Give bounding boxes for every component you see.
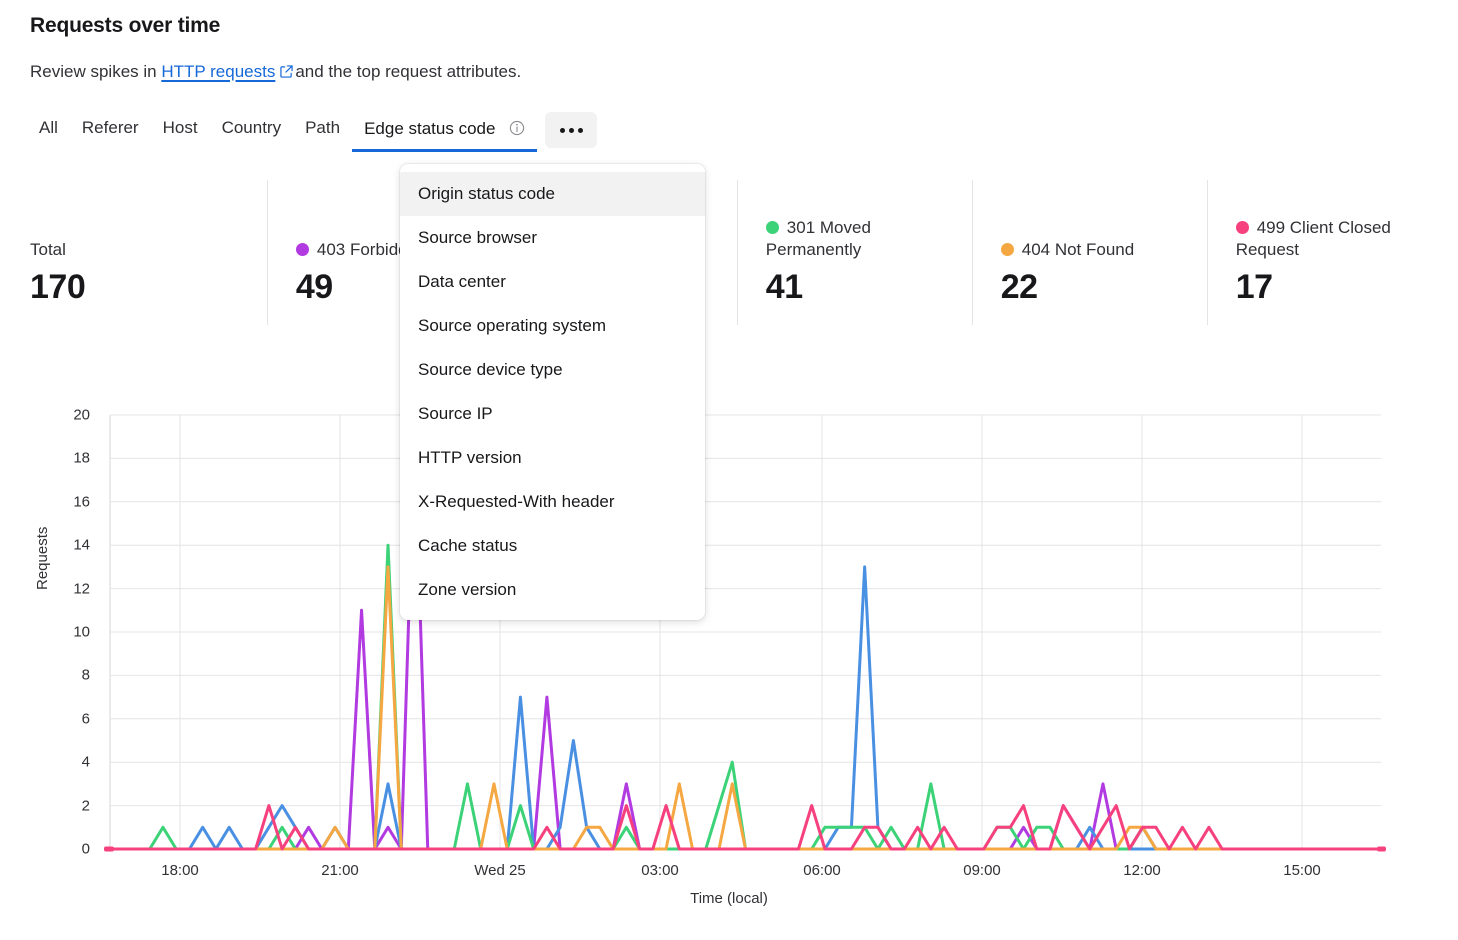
stat-label: Total bbox=[30, 240, 66, 260]
menu-item-source-device-type[interactable]: Source device type bbox=[418, 360, 563, 379]
menu-item-http-version[interactable]: HTTP version bbox=[418, 448, 522, 467]
ellipsis-icon bbox=[568, 127, 574, 133]
y-tick-label: 12 bbox=[73, 580, 90, 598]
stat-404-not-found: 404 Not Found 22 bbox=[971, 180, 1207, 325]
menu-item-source-operating-system[interactable]: Source operating system bbox=[418, 316, 607, 335]
stat-499-client-closed-request: 499 Client Closed Request 17 bbox=[1206, 180, 1430, 325]
menu-item-source-browser[interactable]: Source browser bbox=[418, 228, 538, 247]
tab-referer[interactable]: Referer bbox=[70, 118, 151, 151]
ellipsis-icon bbox=[577, 127, 583, 133]
x-tick-label: 12:00 bbox=[1123, 862, 1161, 879]
stat-label: 301 Moved Permanently bbox=[765, 217, 956, 262]
x-tick-label: 18:00 bbox=[161, 862, 199, 879]
tab-country[interactable]: Country bbox=[210, 118, 294, 151]
y-axis-ticks: 0 2 4 6 8 10 12 14 16 18 20 bbox=[52, 0, 90, 940]
y-tick-label: 8 bbox=[81, 666, 90, 684]
stat-value: 49 bbox=[295, 268, 333, 306]
tab-all[interactable]: All bbox=[27, 118, 70, 151]
menu-item-source-ip[interactable]: Source IP bbox=[418, 404, 493, 423]
stat-label-text: 404 Not Found bbox=[1021, 240, 1135, 260]
tab-path[interactable]: Path bbox=[293, 118, 352, 151]
y-tick-label: 20 bbox=[73, 406, 90, 424]
ellipsis-icon bbox=[559, 127, 565, 133]
y-tick-label: 18 bbox=[73, 449, 90, 467]
attribute-dropdown-menu: Origin status code Source browser Data c… bbox=[400, 164, 705, 620]
y-tick-label: 2 bbox=[81, 797, 90, 815]
stat-301-moved-permanently: 301 Moved Permanently 41 bbox=[736, 180, 972, 325]
y-tick-label: 16 bbox=[73, 493, 90, 511]
series-color-dot bbox=[1000, 243, 1014, 257]
info-circle-icon[interactable] bbox=[509, 120, 525, 136]
x-tick-label: 21:00 bbox=[321, 862, 359, 879]
series-color-dot bbox=[765, 220, 779, 234]
tab-label: Host bbox=[162, 118, 198, 137]
y-tick-label: 10 bbox=[73, 623, 90, 641]
x-tick-label: 06:00 bbox=[803, 862, 841, 879]
stat-label: 404 Not Found bbox=[1000, 239, 1191, 262]
stat-value: 41 bbox=[765, 268, 803, 306]
tab-host[interactable]: Host bbox=[151, 118, 210, 151]
menu-item-cache-status[interactable]: Cache status bbox=[418, 536, 518, 555]
external-link-icon bbox=[280, 65, 294, 78]
attribute-tabs: All Referer Host Country Path Edge statu… bbox=[27, 112, 598, 154]
tab-label: Edge status code bbox=[364, 119, 496, 138]
x-axis-label: Time (local) bbox=[690, 890, 768, 907]
stat-total: Total 170 bbox=[30, 180, 267, 325]
series-color-dot bbox=[1235, 220, 1249, 234]
x-tick-label: Wed 25 bbox=[474, 862, 526, 879]
stat-403-forbidden: 403 Forbidden 49 bbox=[266, 180, 502, 325]
tab-label: Country bbox=[221, 118, 282, 137]
menu-item-zone-version[interactable]: Zone version bbox=[418, 580, 517, 599]
tab-label: Path bbox=[305, 118, 341, 137]
page-title: Requests over time bbox=[30, 14, 221, 37]
menu-item-origin-status-code[interactable]: Origin status code bbox=[400, 172, 705, 216]
x-tick-label: 03:00 bbox=[641, 862, 679, 879]
y-tick-label: 4 bbox=[81, 753, 90, 771]
stat-label-text: 301 Moved Permanently bbox=[765, 217, 871, 260]
y-tick-label: 14 bbox=[73, 536, 90, 554]
stat-label: 403 Forbidden bbox=[295, 239, 486, 262]
subtitle-text-before: Review spikes in bbox=[30, 62, 162, 81]
x-tick-label: 09:00 bbox=[963, 862, 1001, 879]
subtitle-text-after: and the top request attributes. bbox=[295, 62, 522, 81]
stat-label: 499 Client Closed Request bbox=[1235, 217, 1414, 262]
stat-label-text: 499 Client Closed Request bbox=[1235, 217, 1391, 260]
http-requests-link[interactable]: HTTP requests bbox=[161, 62, 276, 81]
stat-value: 170 bbox=[30, 268, 86, 306]
stat-value: 22 bbox=[1000, 268, 1038, 306]
stat-label-text: 403 Forbidden bbox=[316, 240, 427, 260]
menu-item-x-requested-with-header[interactable]: X-Requested-With header bbox=[418, 492, 615, 511]
tab-label: All bbox=[39, 118, 58, 137]
tab-edge-status-code[interactable]: Edge status code bbox=[352, 118, 538, 152]
y-axis-label: Requests bbox=[34, 526, 51, 590]
y-tick-label: 0 bbox=[81, 840, 90, 858]
overflow-menu-button[interactable] bbox=[545, 112, 598, 148]
tab-label: Referer bbox=[81, 118, 139, 137]
y-tick-label: 6 bbox=[81, 710, 90, 728]
series-color-dot bbox=[295, 243, 309, 257]
menu-item-data-center[interactable]: Data center bbox=[418, 272, 506, 291]
x-tick-label: 15:00 bbox=[1283, 862, 1321, 879]
page-subtitle: Review spikes in HTTP requests and the to… bbox=[30, 62, 521, 82]
stat-value: 17 bbox=[1235, 268, 1273, 306]
